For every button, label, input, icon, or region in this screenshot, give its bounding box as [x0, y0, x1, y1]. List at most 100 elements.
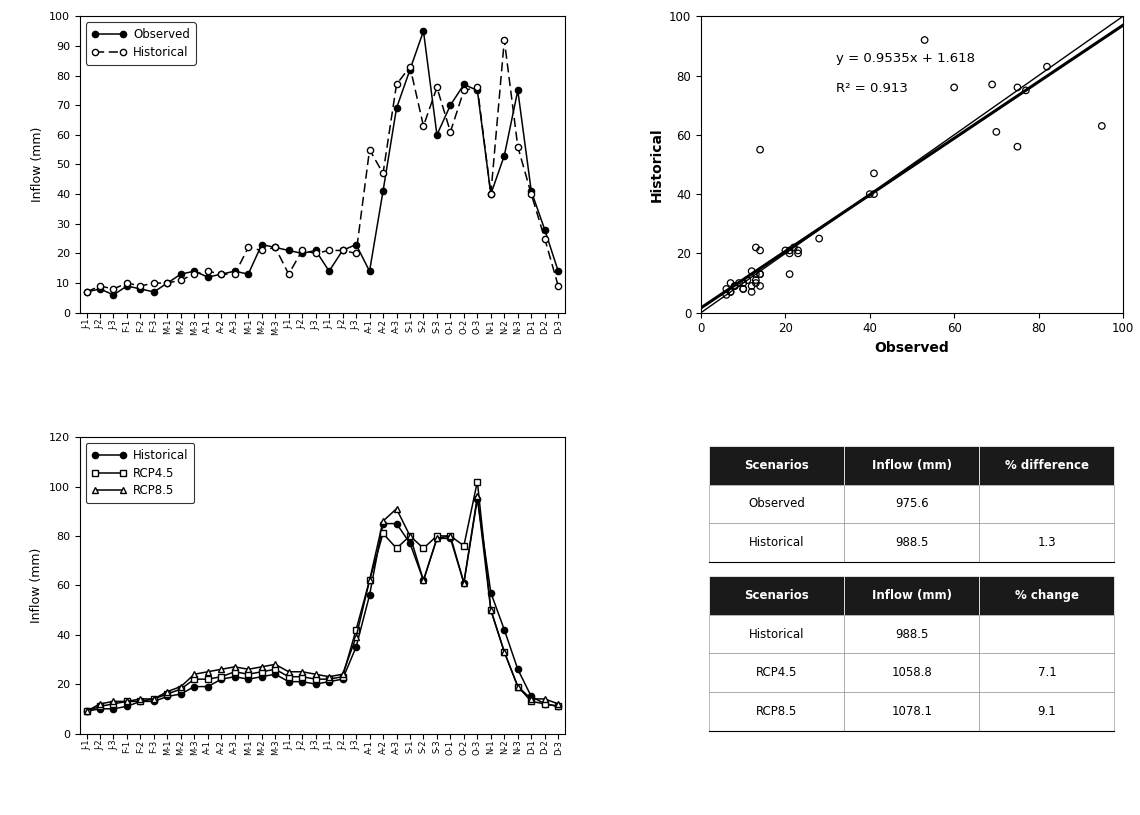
RCP4.5: [107, 699, 121, 709]
RCP4.5: [457, 541, 471, 551]
RCP4.5: [174, 684, 188, 694]
Point: [987, 126, 1005, 139]
Historical: [471, 494, 484, 504]
Point: [751, 143, 770, 156]
Point: [1008, 81, 1026, 94]
RCP4.5: [80, 707, 93, 716]
RCP8.5: [228, 662, 242, 672]
RCP4.5: [484, 605, 498, 615]
Point: [784, 241, 803, 254]
Historical: [390, 80, 404, 90]
Text: Scenarios: Scenarios: [744, 589, 809, 602]
Text: 9.1: 9.1: [1037, 705, 1057, 718]
Historical: [376, 518, 390, 528]
Historical: [282, 676, 295, 686]
Text: 988.5: 988.5: [895, 628, 929, 641]
Historical: [511, 142, 524, 152]
RCP8.5: [80, 707, 93, 716]
Point: [747, 267, 765, 280]
Point: [742, 285, 760, 298]
Historical: [497, 35, 511, 45]
Observed: [147, 287, 161, 297]
RCP8.5: [93, 699, 107, 709]
RCP8.5: [282, 667, 295, 676]
Historical: [295, 245, 309, 255]
Historical: [161, 692, 174, 702]
Text: y = 0.9535x + 1.618: y = 0.9535x + 1.618: [836, 52, 975, 65]
Text: 988.5: 988.5: [895, 535, 929, 548]
RCP8.5: [349, 632, 363, 642]
RCP4.5: [430, 531, 443, 541]
Historical: [443, 534, 457, 544]
RCP4.5: [336, 672, 350, 681]
Text: Inflow (mm): Inflow (mm): [872, 459, 952, 472]
RCP4.5: [120, 697, 133, 707]
Point: [1092, 120, 1110, 133]
Observed: [323, 267, 336, 276]
RCP4.5: [133, 697, 147, 707]
FancyBboxPatch shape: [845, 615, 979, 654]
Historical: [404, 539, 417, 548]
Historical: [363, 590, 376, 600]
Historical: [282, 269, 295, 279]
FancyBboxPatch shape: [979, 485, 1115, 523]
Point: [865, 167, 884, 180]
RCP8.5: [457, 578, 471, 588]
Historical: [107, 704, 121, 714]
RCP4.5: [309, 674, 323, 684]
Observed: [497, 151, 511, 161]
Observed: [242, 269, 255, 279]
Observed: [471, 86, 484, 95]
Text: RCP8.5: RCP8.5: [756, 705, 798, 718]
Historical: [214, 674, 228, 684]
Point: [915, 33, 934, 46]
Historical: [242, 243, 255, 253]
RCP4.5: [443, 531, 457, 541]
RCP8.5: [255, 662, 269, 672]
FancyBboxPatch shape: [709, 446, 845, 485]
RCP8.5: [538, 694, 552, 704]
Point: [726, 280, 744, 293]
RCP4.5: [511, 681, 524, 691]
RCP8.5: [187, 669, 201, 679]
Historical: [336, 245, 350, 255]
Line: RCP8.5: RCP8.5: [83, 493, 561, 715]
Historical: [323, 676, 336, 686]
Point: [1037, 60, 1056, 73]
Historical: [416, 575, 430, 585]
Point: [742, 280, 760, 293]
Observed: [511, 86, 524, 95]
RCP4.5: [497, 647, 511, 657]
Point: [781, 267, 799, 280]
FancyBboxPatch shape: [979, 523, 1115, 562]
Observed: [552, 267, 565, 276]
Observed: [349, 240, 363, 249]
Historical: [80, 287, 93, 297]
FancyBboxPatch shape: [845, 485, 979, 523]
FancyBboxPatch shape: [979, 446, 1115, 485]
Observed: [390, 104, 404, 113]
RCP4.5: [268, 664, 282, 674]
Text: 1058.8: 1058.8: [891, 666, 933, 679]
Historical: [404, 62, 417, 72]
Historical: [323, 245, 336, 255]
Observed: [120, 281, 133, 291]
Historical: [457, 578, 471, 588]
Point: [722, 285, 740, 298]
Point: [722, 276, 740, 289]
RCP8.5: [497, 647, 511, 657]
RCP4.5: [404, 531, 417, 541]
RCP8.5: [309, 669, 323, 679]
Y-axis label: Inflow (mm): Inflow (mm): [31, 127, 43, 202]
RCP8.5: [174, 681, 188, 691]
Observed: [161, 278, 174, 288]
Text: RCP4.5: RCP4.5: [756, 666, 798, 679]
RCP4.5: [376, 529, 390, 539]
RCP8.5: [484, 605, 498, 615]
Historical: [497, 625, 511, 635]
Point: [726, 280, 744, 293]
Historical: [133, 281, 147, 291]
Historical: [174, 689, 188, 699]
Y-axis label: Historical: Historical: [650, 127, 663, 202]
Text: % change: % change: [1015, 589, 1078, 602]
